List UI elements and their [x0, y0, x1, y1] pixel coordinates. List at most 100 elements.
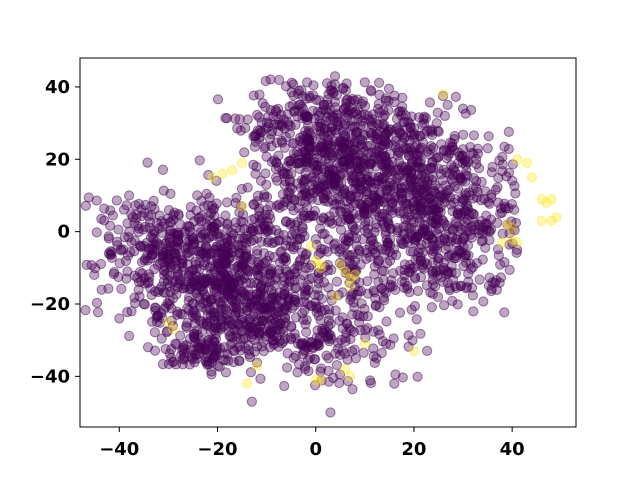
scatter-point-class-0-594	[262, 255, 273, 266]
scatter-point-class-0-2824	[108, 268, 119, 280]
scatter-point-class-0-2531	[313, 273, 324, 285]
scatter-point-class-0-2831	[122, 218, 133, 229]
scatter-point-class-1-19	[345, 371, 356, 382]
scatter-point-class-0-2148	[317, 228, 328, 239]
scatter-point-class-0-2227	[220, 112, 231, 124]
scatter-point-class-0-2656	[371, 299, 382, 311]
scatter-point-class-0-2821	[145, 232, 157, 243]
scatter-point-class-0-2112	[398, 165, 410, 176]
scatter-point-class-0-48	[242, 182, 253, 193]
scatter-point-class-0-1049	[243, 340, 254, 351]
scatter-point-class-0-2265	[371, 133, 383, 144]
scatter-point-class-0-2666	[249, 306, 260, 317]
scatter-point-class-0-298	[91, 297, 103, 308]
scatter-point-class-0-2536	[404, 260, 415, 271]
scatter-point-class-0-2368	[331, 90, 342, 101]
scatter-point-class-0-2379	[355, 119, 366, 131]
scatter-point-class-0-2818	[131, 213, 142, 224]
scatter-point-class-1-27	[526, 172, 537, 183]
scatter-point-class-0-2865	[138, 298, 149, 310]
scatter-point-class-0-2861	[325, 407, 336, 418]
scatter-point-class-0-2687	[358, 347, 369, 358]
scatter-point-class-0-2554	[258, 304, 270, 315]
scatter-point-class-0-541	[237, 217, 249, 228]
scatter-point-class-1-0	[207, 172, 218, 183]
scatter-point-class-0-2292	[288, 79, 299, 90]
scatter-point-class-0-2032	[299, 231, 310, 242]
scatter-point-class-0-601	[171, 289, 182, 300]
scatter-point-class-1-20	[241, 378, 253, 389]
scatter-point-class-0-141	[124, 330, 135, 342]
scatter-point-class-0-1039	[178, 340, 189, 351]
scatter-point-class-0-2672	[309, 354, 321, 365]
scatter-point-class-0-2582	[298, 296, 310, 307]
scatter-point-class-0-2775	[81, 259, 92, 270]
scatter-point-class-0-948	[253, 315, 264, 326]
scatter-point-class-0-2526	[453, 245, 465, 256]
scatter-point-class-0-2753	[338, 138, 350, 149]
scatter-point-class-0-377	[204, 262, 215, 273]
scatter-point-class-0-2868	[457, 103, 469, 114]
scatter-point-class-0-2347	[349, 95, 360, 106]
scatter-point-class-0-476	[184, 266, 195, 277]
scatter-point-class-0-755	[175, 330, 186, 341]
scatter-point-class-0-1040	[191, 325, 202, 336]
scatter-point-class-0-2060	[280, 240, 291, 251]
scatter-point-class-0-2489	[409, 273, 421, 284]
scatter-point-class-0-1976	[427, 200, 438, 211]
scatter-point-class-0-2528	[361, 244, 372, 255]
scatter-point-class-0-619	[245, 278, 256, 289]
scatter-point-class-0-1881	[460, 160, 471, 171]
scatter-point-class-0-1104	[424, 97, 435, 108]
scatter-point-class-0-2748	[304, 135, 315, 147]
scatter-point-class-0-802	[331, 276, 343, 287]
scatter-point-class-0-1163	[482, 143, 493, 154]
scatter-point-class-0-2155	[329, 199, 340, 210]
scatter-point-class-0-2336	[271, 106, 282, 117]
scatter-point-class-0-2351	[297, 91, 308, 102]
scatter-point-class-0-2689	[340, 336, 351, 347]
scatter-point-class-0-2644	[306, 336, 317, 348]
scatter-point-class-0-2727	[261, 117, 272, 128]
scatter-point-class-0-2846	[142, 157, 153, 168]
scatter-point-class-0-1815	[497, 151, 508, 162]
scatter-point-class-0-2645	[297, 338, 308, 349]
scatter-point-class-0-499	[160, 287, 171, 298]
scatter-point-class-0-1960	[438, 145, 449, 156]
scatter-point-class-0-2760	[285, 156, 296, 167]
scatter-point-class-1-2	[236, 157, 248, 169]
scatter-point-class-0-2845	[143, 243, 155, 255]
scatter-point-class-0-2387	[447, 225, 458, 236]
scatter-point-class-0-2480	[385, 234, 396, 245]
scatter-point-class-0-934	[227, 332, 238, 343]
scatter-point-class-0-2374	[329, 71, 341, 82]
scatter-point-class-0-647	[186, 231, 197, 242]
scatter-point-class-0-305	[221, 197, 233, 208]
scatter-point-class-0-2662	[342, 318, 353, 329]
scatter-point-class-0-2590	[422, 345, 433, 356]
scatter-point-class-1-37	[497, 237, 508, 248]
scatter-point-class-0-2378	[289, 106, 300, 117]
scatter-point-class-0-836	[181, 321, 192, 332]
scatter-point-class-0-2688	[274, 326, 286, 337]
scatter-point-class-0-1428	[503, 143, 514, 155]
scatter-point-class-1-3	[227, 165, 238, 176]
y-tick-label-3: 20	[45, 149, 70, 170]
scatter-point-class-0-2769	[311, 166, 322, 177]
scatter-point-class-0-2295	[274, 74, 285, 86]
scatter-point-class-0-708	[233, 264, 244, 275]
scatter-point-class-0-656	[241, 264, 252, 275]
scatter-point-class-0-1965	[435, 168, 447, 180]
scatter-point-class-0-1030	[187, 349, 198, 360]
scatter-point-class-0-2375	[352, 109, 363, 120]
scatter-point-class-0-2562	[279, 380, 290, 392]
scatter-point-class-0-105	[326, 295, 337, 306]
scatter-point-class-0-2118	[323, 216, 334, 228]
scatter-point-class-0-940	[262, 325, 273, 336]
scatter-point-class-0-1002	[206, 369, 217, 380]
scatter-point-class-0-942	[230, 309, 241, 320]
scatter-point-class-0-2504	[421, 280, 433, 291]
scatter-point-class-0-2663	[330, 305, 341, 316]
scatter-point-class-0-2514	[376, 265, 387, 276]
